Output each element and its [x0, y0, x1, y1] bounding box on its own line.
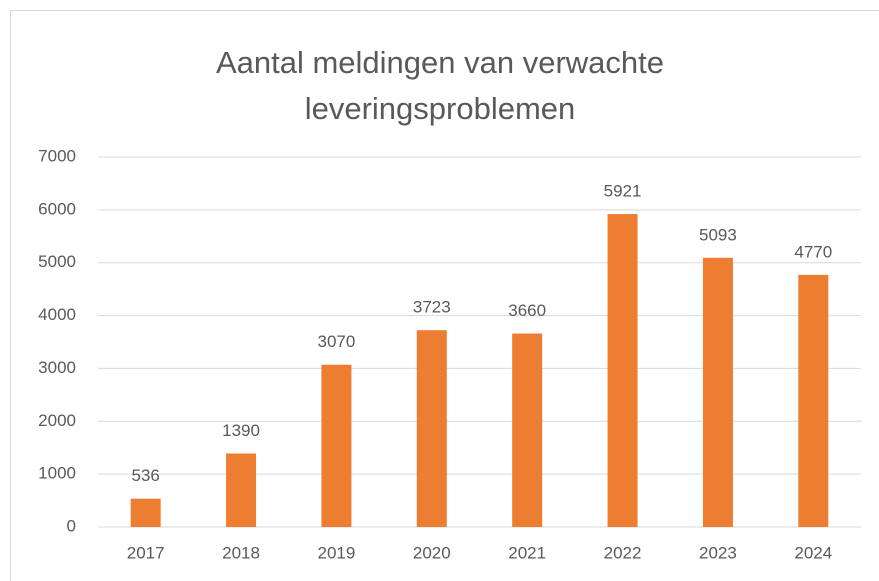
x-tick-label: 2019 [318, 543, 356, 562]
bar [512, 333, 543, 527]
data-label: 536 [132, 466, 160, 485]
data-label: 4770 [794, 242, 832, 261]
x-tick-label: 2022 [604, 543, 642, 562]
data-label: 5093 [699, 225, 737, 244]
y-tick-label: 1000 [38, 464, 76, 483]
x-tick-label: 2023 [699, 543, 737, 562]
y-tick-label: 3000 [38, 358, 76, 377]
bar [798, 274, 829, 527]
x-tick-label: 2021 [508, 543, 546, 562]
y-tick-label: 6000 [38, 199, 76, 218]
y-tick-label: 2000 [38, 411, 76, 430]
bar [416, 330, 447, 527]
bar [130, 498, 161, 527]
y-tick-label: 7000 [38, 146, 76, 165]
bar [321, 364, 352, 527]
data-label: 5921 [604, 182, 642, 201]
x-tick-label: 2018 [222, 543, 260, 562]
data-label: 3660 [508, 301, 546, 320]
x-tick-label: 2017 [127, 543, 165, 562]
bar [226, 453, 257, 527]
data-label: 1390 [222, 421, 260, 440]
chart-title: Aantal meldingen van verwachte leverings… [215, 45, 665, 126]
x-tick-label: 2020 [413, 543, 451, 562]
y-tick-label: 5000 [38, 252, 76, 271]
x-tick-label: 2024 [794, 543, 832, 562]
y-tick-label: 4000 [38, 305, 76, 324]
chart-border [10, 10, 879, 581]
data-label: 3723 [413, 298, 451, 317]
bar [607, 214, 638, 528]
data-label: 3070 [318, 332, 356, 351]
bar [702, 257, 733, 527]
y-tick-label: 0 [67, 516, 76, 535]
